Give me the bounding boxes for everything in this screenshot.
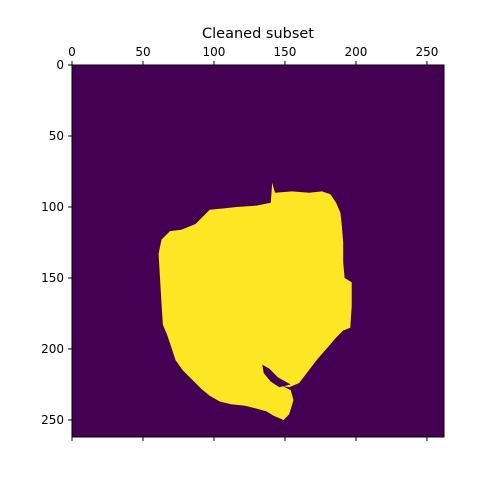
y-tick-label-0: 0 xyxy=(56,58,64,72)
x-axis-bottom-ticks xyxy=(71,437,428,441)
x-tick-label-0: 0 xyxy=(68,45,76,59)
x-tick-label-200: 200 xyxy=(345,45,368,59)
chart-title: Cleaned subset xyxy=(202,26,314,42)
heatmap-foreground-region xyxy=(158,182,352,420)
x-axis-top: 0 50 100 150 200 250 xyxy=(68,45,438,65)
y-tick-label-50: 50 xyxy=(49,129,64,143)
y-tick-label-150: 150 xyxy=(41,271,64,285)
x-tick-label-250: 250 xyxy=(416,45,439,59)
axes-frame xyxy=(71,64,445,438)
plot-area xyxy=(71,64,445,438)
y-axis: 0 50 100 150 200 250 xyxy=(41,58,72,427)
x-tick-label-100: 100 xyxy=(203,45,226,59)
y-tick-label-100: 100 xyxy=(41,200,64,214)
y-tick-label-200: 200 xyxy=(41,342,64,356)
x-tick-label-50: 50 xyxy=(135,45,150,59)
y-tick-label-250: 250 xyxy=(41,413,64,427)
x-tick-label-150: 150 xyxy=(274,45,297,59)
